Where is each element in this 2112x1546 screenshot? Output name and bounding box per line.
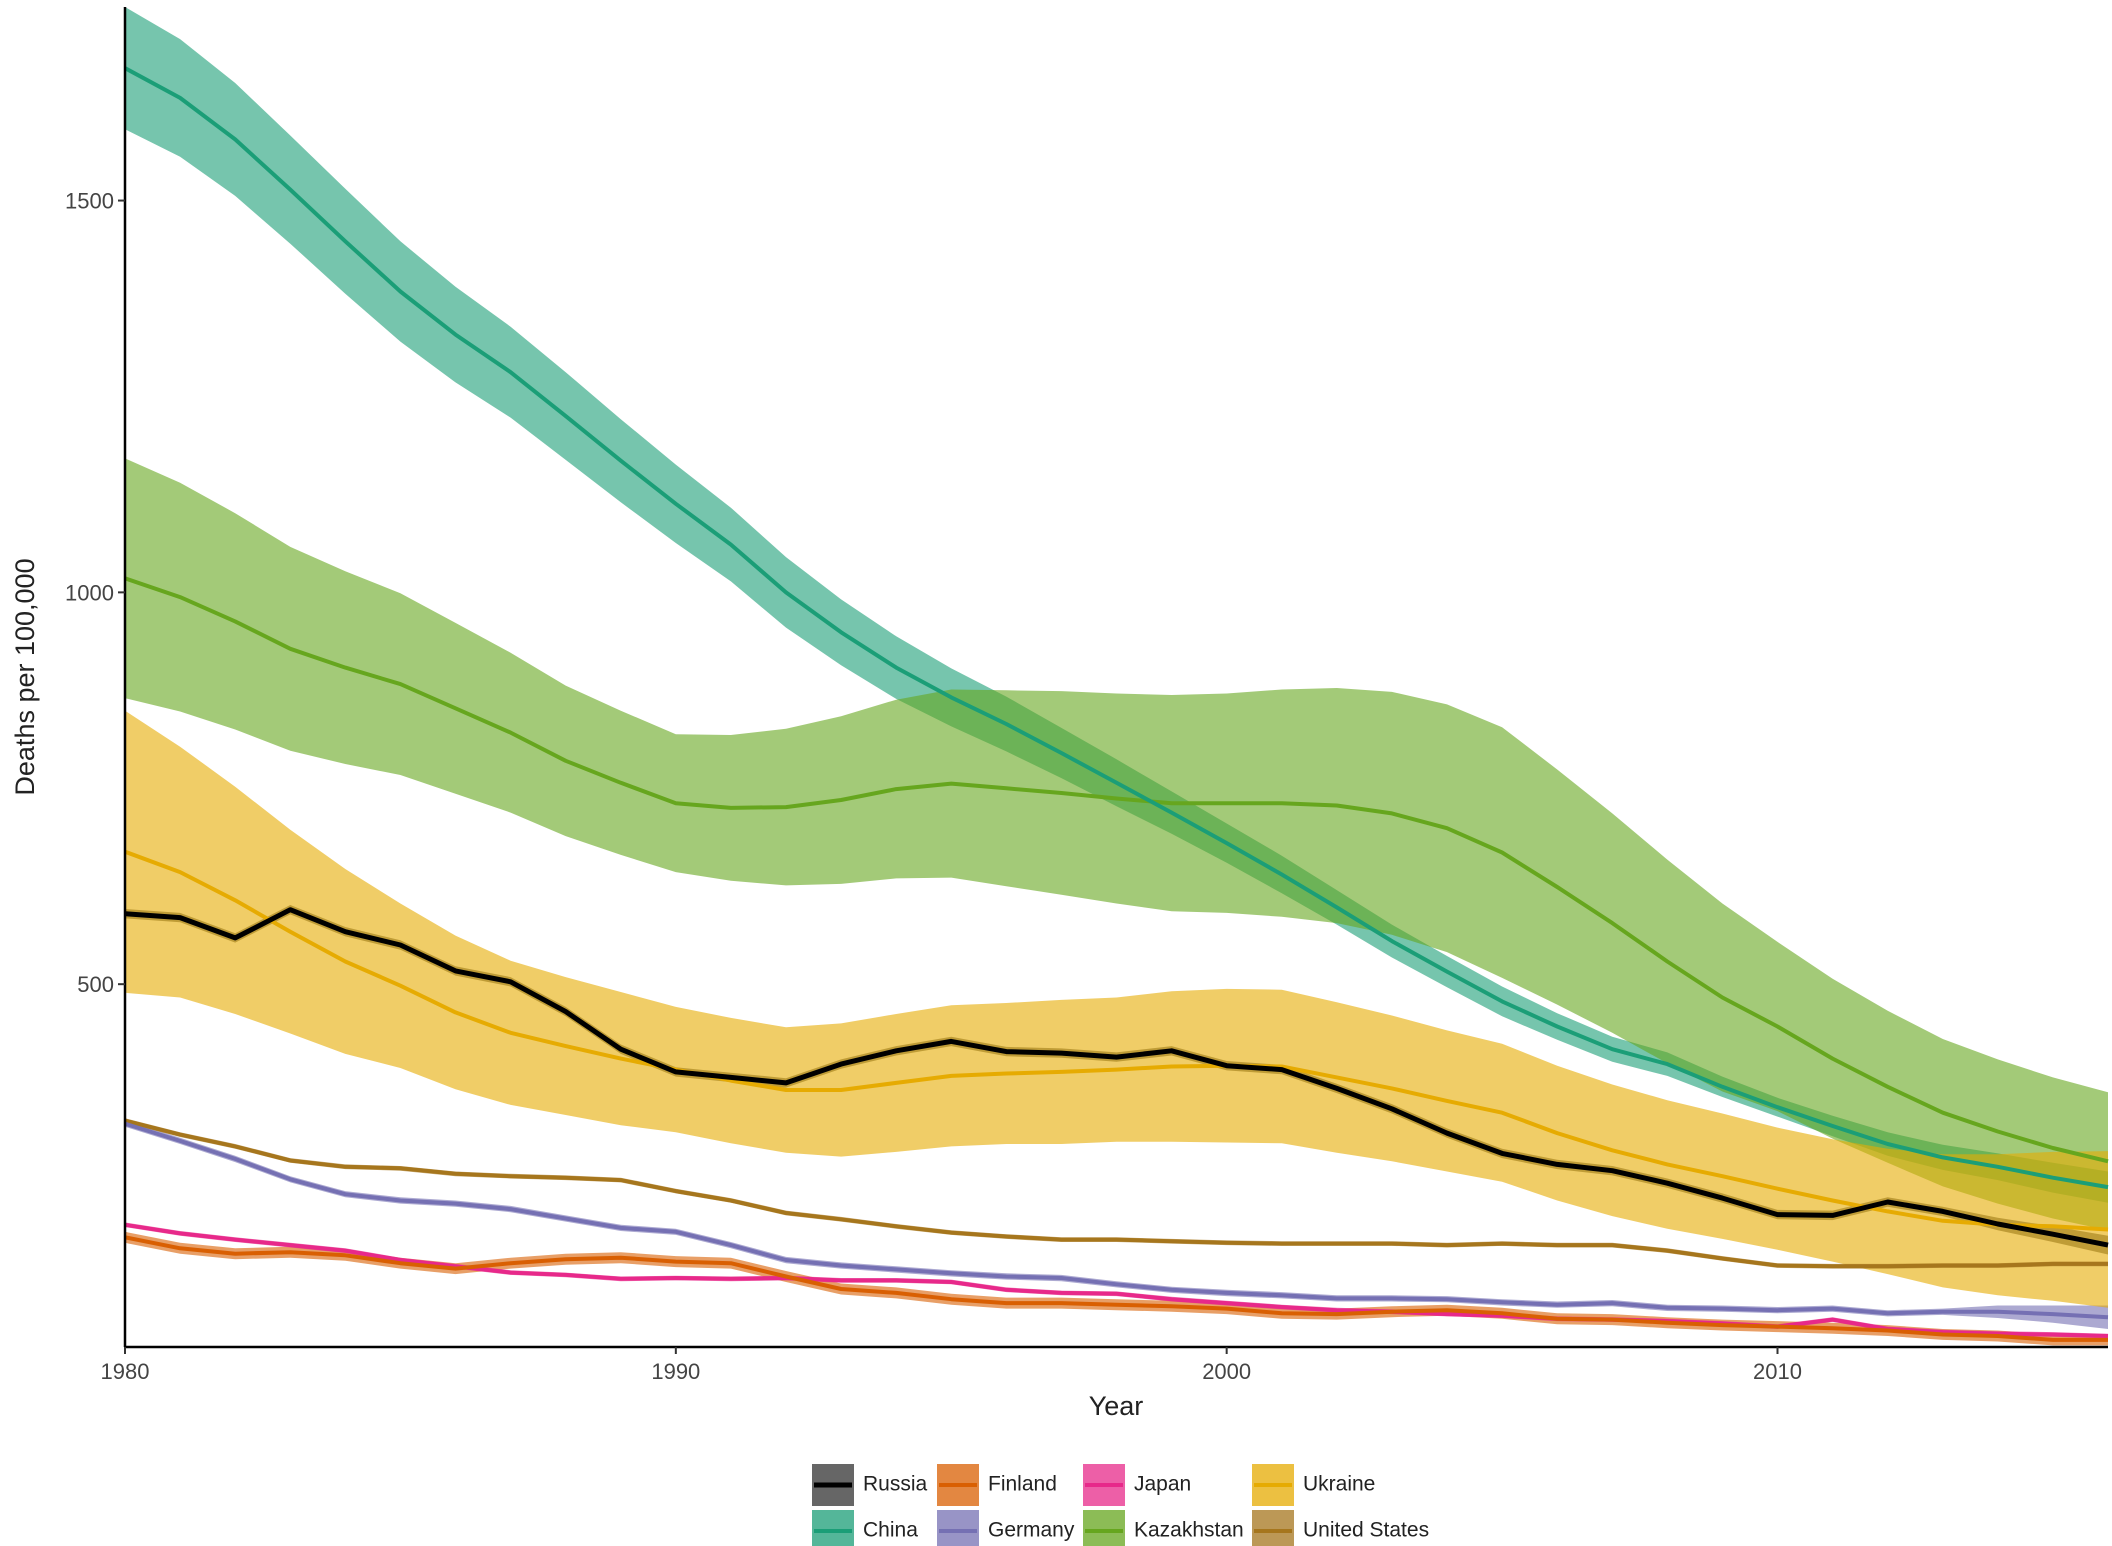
legend-key-band	[1252, 1510, 1294, 1546]
legend-item: Finland	[937, 1464, 1057, 1506]
legend-item: Japan	[1083, 1464, 1191, 1506]
legend-label: Ukraine	[1303, 1473, 1375, 1496]
legend-item: Kazakhstan	[1083, 1510, 1244, 1546]
legend-label: Japan	[1134, 1473, 1191, 1496]
y-tick-label: 1000	[65, 580, 114, 605]
legend-label: China	[863, 1519, 918, 1542]
y-tick-label: 1500	[65, 189, 114, 214]
confidence-band	[125, 1120, 2108, 1329]
plot-area	[124, 7, 2109, 1346]
legend-label: Kazakhstan	[1134, 1519, 1244, 1542]
x-tick-label: 2010	[1753, 1359, 1802, 1384]
legend-item: China	[812, 1510, 918, 1546]
legend-key-band	[1083, 1510, 1125, 1546]
legend-item: Ukraine	[1252, 1464, 1375, 1506]
legend-label: Finland	[988, 1473, 1057, 1496]
legend-label: Russia	[863, 1473, 928, 1496]
x-tick-label: 1980	[101, 1359, 150, 1384]
legend-item: Germany	[937, 1510, 1075, 1546]
series-line	[124, 1235, 2108, 1342]
series-line	[124, 1121, 2109, 1320]
legend-key-band	[937, 1510, 979, 1546]
series-line	[124, 1118, 2108, 1269]
series-line	[124, 907, 2109, 1248]
legend-label: Germany	[988, 1519, 1075, 1542]
legend-item: United States	[1252, 1510, 1429, 1546]
confidence-band	[125, 458, 2108, 1231]
y-axis-title: Deaths per 100,000	[10, 558, 40, 795]
x-tick-label: 2000	[1202, 1359, 1251, 1384]
confidence-band	[125, 1231, 2108, 1346]
series-line	[124, 576, 2109, 1164]
legend-key-band	[812, 1510, 854, 1546]
y-tick-label: 500	[77, 972, 114, 997]
x-tick-label: 1990	[651, 1359, 700, 1384]
x-axis-title: Year	[1089, 1391, 1144, 1421]
series-line	[124, 66, 2109, 1190]
confidence-band	[125, 710, 2108, 1308]
series-line	[124, 849, 2109, 1232]
legend-label: United States	[1303, 1519, 1429, 1542]
legend-item: Russia	[812, 1464, 928, 1506]
